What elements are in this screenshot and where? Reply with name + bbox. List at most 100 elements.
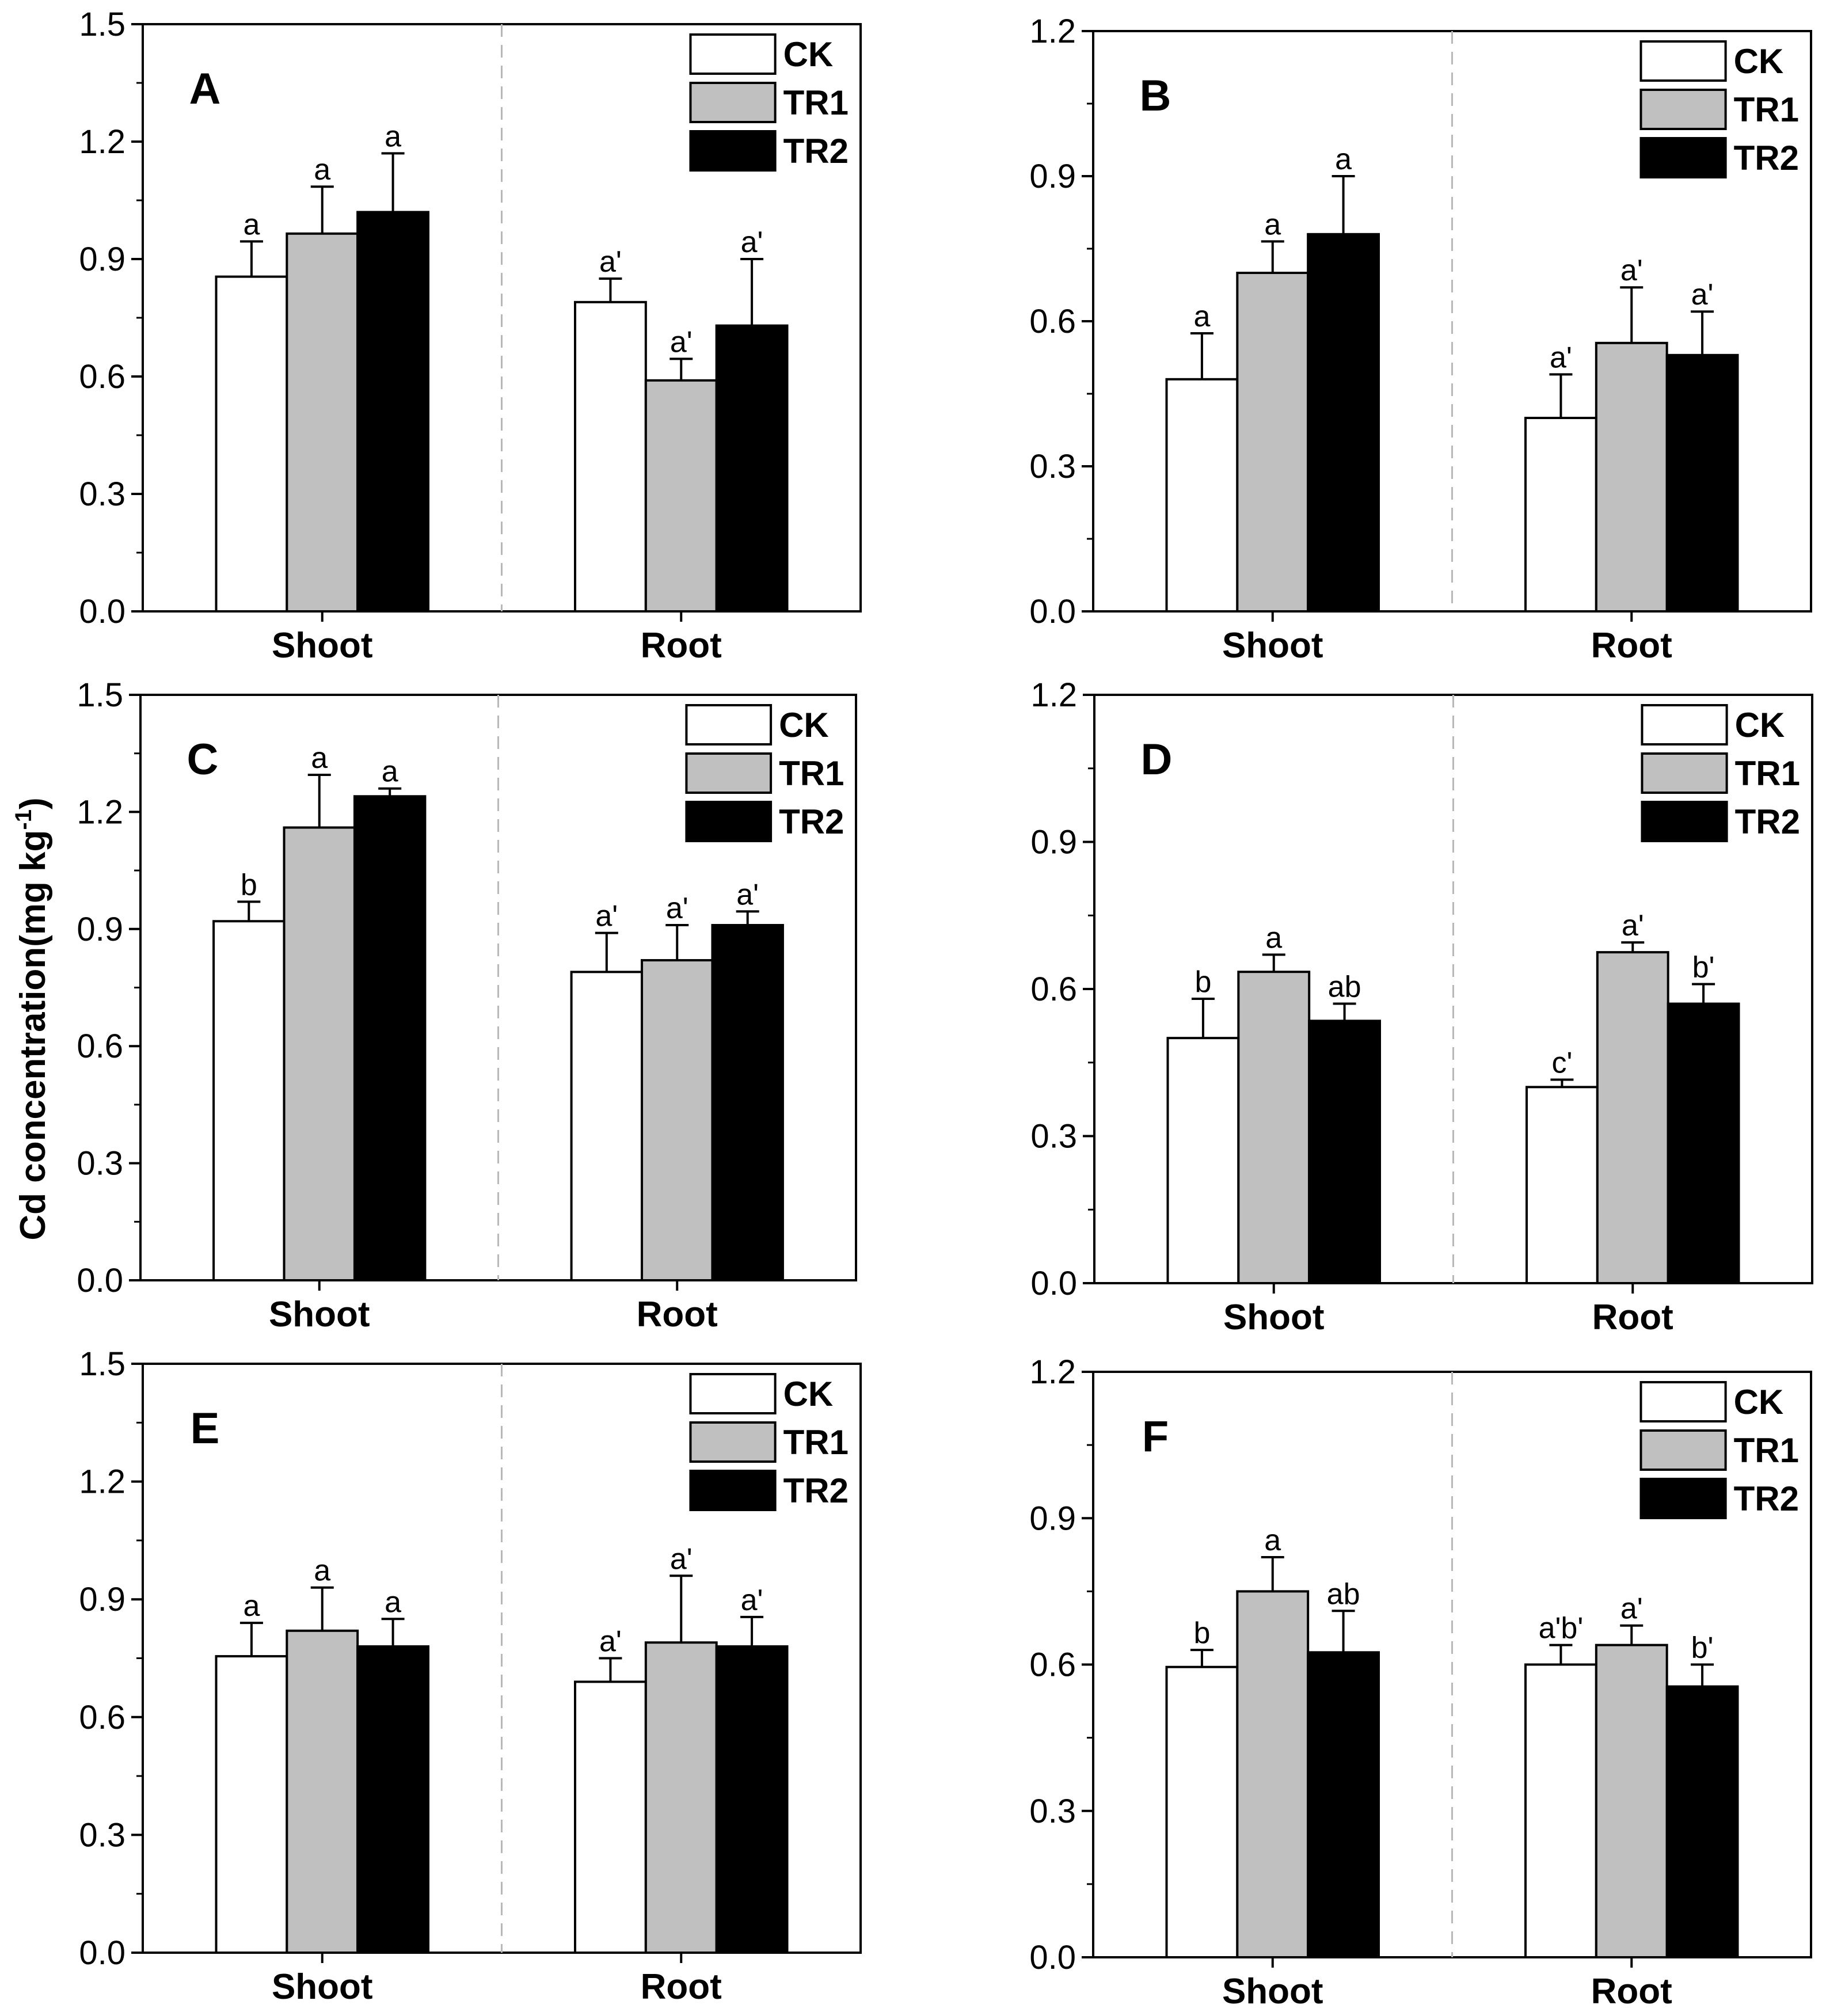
- panel-d-legend-swatch-tr1: [1641, 752, 1728, 794]
- y-axis-title-close: ): [13, 797, 53, 809]
- panel-a-letter: A: [189, 64, 221, 113]
- panel-f-significance-label: a': [1620, 1592, 1643, 1626]
- panel-d-bar-tr1-shoot: [1237, 971, 1311, 1284]
- panel-b-legend-label-tr2: TR2: [1734, 139, 1799, 177]
- panel-b-ytick-label: 1.2: [1029, 13, 1076, 50]
- panel-e-ytick-label: 0.0: [79, 1934, 125, 1972]
- panel-a-bar-tr1-shoot: [286, 232, 359, 613]
- panel-f-ytick-label: 0.3: [1029, 1793, 1076, 1830]
- panel-d-category-label: Shoot: [1223, 1298, 1325, 1337]
- panel-b-ytick-label: 0.6: [1029, 303, 1076, 340]
- panel-b-legend-swatch-ck: [1639, 40, 1727, 82]
- panel-f-category-label: Shoot: [1222, 1972, 1323, 2011]
- panel-c-significance-label: a: [311, 741, 328, 775]
- panel-d-bar-tr2-root: [1667, 1002, 1740, 1285]
- panel-d-legend-label-ck: CK: [1735, 706, 1785, 744]
- panel-e-ytick-label: 1.5: [79, 1345, 125, 1383]
- panel-c-legend-swatch-ck: [685, 704, 773, 745]
- panel-a-bar-tr2-root: [715, 324, 789, 613]
- panel-b-significance-label: a': [1620, 254, 1643, 287]
- panel-e-significance-label: a': [741, 1584, 763, 1617]
- panel-c-significance-label: a': [666, 892, 688, 925]
- panel-f-bar-tr2-shoot: [1307, 1651, 1380, 1958]
- panel-d: 0.0 0.3 0.6 0.9 1.2 Shoot b a ab Root c' a' b' D CK TR1…: [1030, 676, 1813, 1337]
- panel-c-bar-tr1-shoot: [283, 826, 356, 1281]
- panel-a-significance-label: a': [599, 245, 622, 279]
- panel-c-ytick-label: 1.5: [77, 676, 123, 714]
- panel-d-significance-label: b': [1692, 950, 1715, 984]
- panel-e-legend-label-tr2: TR2: [783, 1471, 849, 1510]
- panel-a-legend-swatch-ck: [689, 33, 777, 75]
- panel-f-significance-label: ab: [1327, 1577, 1360, 1611]
- panel-c-bar-ck-shoot: [212, 920, 286, 1281]
- panel-a-significance-label: a': [741, 226, 763, 259]
- panel-e-legend-swatch-tr1: [689, 1421, 777, 1463]
- panel-a-legend-label-tr2: TR2: [783, 132, 849, 170]
- panel-a-significance-label: a: [314, 153, 330, 187]
- panel-e: 0.0 0.3 0.6 0.9 1.2 1.5 Shoot a a a Root a' a' a' E CK T…: [79, 1345, 862, 2007]
- panel-a-bar-ck-shoot: [215, 275, 288, 613]
- panel-c-bar-tr2-root: [711, 924, 784, 1281]
- panel-c-letter: C: [187, 735, 219, 784]
- panel-f-bar-tr1-root: [1595, 1644, 1668, 1959]
- y-axis-title: Cd concentration(mg kg-1): [11, 797, 53, 1240]
- panel-f-ytick-label: 0.9: [1029, 1500, 1076, 1537]
- panel-a-ytick-label: 0.6: [79, 358, 125, 395]
- panel-b-bar-tr1-root: [1595, 341, 1668, 613]
- panel-b-legend-label-tr1: TR1: [1734, 90, 1799, 129]
- panel-a-ytick-label: 1.2: [79, 123, 125, 161]
- panel-b-significance-label: a': [1691, 278, 1714, 311]
- panel-a-ytick-label: 0.0: [79, 593, 125, 630]
- panel-a-bar-tr1-root: [644, 379, 718, 613]
- panel-e-significance-label: a: [243, 1589, 260, 1623]
- panel-d-bar-tr2-shoot: [1308, 1020, 1381, 1284]
- panel-d-ytick-label: 0.0: [1030, 1265, 1077, 1302]
- panel-e-legend-label-tr1: TR1: [783, 1423, 849, 1462]
- panel-a-significance-label: a: [243, 208, 260, 241]
- panel-c-legend-swatch-tr1: [685, 752, 773, 794]
- panel-c-ytick-label: 1.2: [77, 793, 123, 831]
- panel-f-legend-swatch-tr2: [1639, 1478, 1727, 1519]
- panel-e-category-label: Root: [641, 1967, 722, 2007]
- panel-c-ytick-label: 0.3: [77, 1145, 123, 1182]
- panel-a-significance-label: a: [385, 120, 401, 153]
- panel-e-bar-ck-root: [574, 1680, 647, 1954]
- panel-b-legend-label-ck: CK: [1734, 42, 1784, 81]
- panel-b-significance-label: a: [1335, 143, 1352, 176]
- panel-e-legend-swatch-ck: [689, 1373, 777, 1414]
- panel-f-ytick-label: 0.0: [1029, 1939, 1076, 1976]
- panel-d-significance-label: b: [1194, 965, 1211, 999]
- panel-f-legend-label-ck: CK: [1734, 1383, 1784, 1421]
- panel-d-significance-label: a: [1265, 921, 1282, 954]
- panel-d-ytick-label: 0.6: [1030, 971, 1077, 1008]
- panel-d-legend-label-tr1: TR1: [1735, 754, 1800, 793]
- panel-b-ytick-label: 0.9: [1029, 158, 1076, 195]
- panel-c-significance-label: a: [382, 755, 398, 789]
- panel-e-ytick-label: 0.6: [79, 1699, 125, 1736]
- panel-c-legend-label-tr2: TR2: [779, 802, 844, 841]
- panel-c-legend-swatch-tr2: [685, 801, 773, 842]
- panel-e-bar-tr2-root: [715, 1645, 789, 1954]
- panel-f-significance-label: b': [1691, 1631, 1714, 1665]
- panel-e-ytick-label: 0.3: [79, 1816, 125, 1854]
- y-axis-title-superscript: -1: [11, 809, 36, 830]
- panel-e-legend-swatch-tr2: [689, 1470, 777, 1511]
- panel-f-bar-tr1-shoot: [1236, 1590, 1310, 1958]
- panel-d-ytick-label: 0.9: [1030, 824, 1077, 861]
- panel-e-category-label: Shoot: [272, 1967, 373, 2007]
- panel-f-legend-label-tr2: TR2: [1734, 1479, 1799, 1518]
- panel-a-significance-label: a': [670, 325, 693, 359]
- panel-e-bar-tr2-shoot: [356, 1645, 429, 1954]
- panel-a-bar-tr2-shoot: [356, 211, 429, 613]
- panel-b-bar-tr1-shoot: [1236, 272, 1310, 613]
- panel-d-letter: D: [1141, 735, 1173, 784]
- panel-f-significance-label: a'b': [1539, 1612, 1584, 1645]
- panel-d-ytick-label: 1.2: [1030, 676, 1077, 714]
- panel-e-ytick-label: 1.2: [79, 1463, 125, 1501]
- panel-c-significance-label: a': [736, 878, 759, 911]
- panel-b-significance-label: a': [1550, 341, 1572, 374]
- panel-d-ytick-label: 0.3: [1030, 1118, 1077, 1155]
- panel-f-bar-ck-shoot: [1165, 1665, 1239, 1959]
- panel-e-bar-tr1-root: [644, 1641, 718, 1954]
- panel-a-ytick-label: 0.3: [79, 476, 125, 513]
